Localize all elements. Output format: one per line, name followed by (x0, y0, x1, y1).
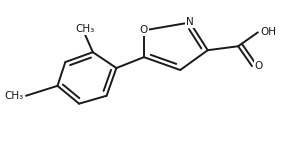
Text: CH₃: CH₃ (5, 91, 24, 101)
Text: O: O (255, 61, 263, 71)
Text: OH: OH (261, 27, 277, 37)
Text: CH₃: CH₃ (75, 24, 95, 34)
Text: O: O (140, 25, 148, 35)
Text: N: N (186, 17, 194, 28)
